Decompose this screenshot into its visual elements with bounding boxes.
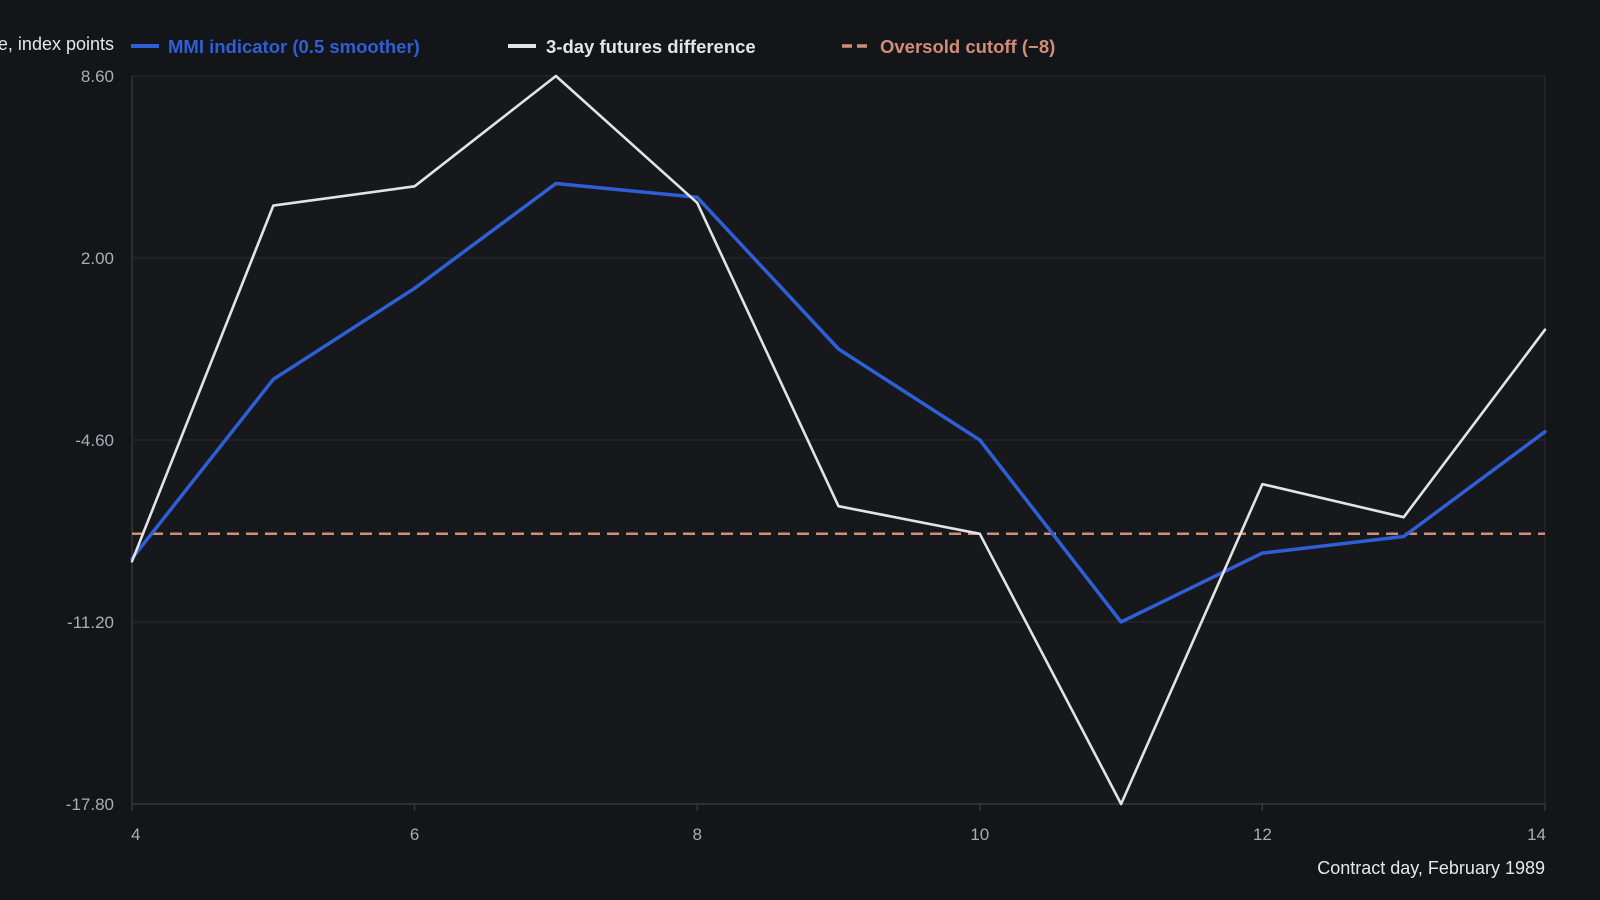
legend-item-futures: 3-day futures difference — [508, 36, 756, 57]
x-tick-label: 10 — [970, 825, 989, 844]
y-tick-labels: 8.60 2.00 -4.60 -11.20 -17.80 — [66, 67, 114, 814]
x-tick-label: 4 — [131, 825, 140, 844]
y-tick-label: -17.80 — [66, 795, 114, 814]
legend-label-mmi: MMI indicator (0.5 smoother) — [168, 36, 420, 57]
x-tick-labels: 4 6 8 10 12 14 — [131, 804, 1546, 844]
y-tick-label: -4.60 — [75, 431, 114, 450]
y-tick-label: 2.00 — [81, 249, 114, 268]
futures-difference-line — [130, 74, 1547, 806]
legend: MMI indicator (0.5 smoother) 3-day futur… — [131, 36, 1055, 57]
y-tick-label: -11.20 — [67, 613, 114, 632]
legend-label-cutoff: Oversold cutoff (−8) — [880, 36, 1055, 57]
x-tick-label: 12 — [1253, 825, 1272, 844]
x-axis-label: Contract day, February 1989 — [1317, 858, 1545, 878]
y-axis-label: Change, index points — [0, 34, 114, 54]
y-tick-label: 8.60 — [81, 67, 114, 86]
legend-item-cutoff: Oversold cutoff (−8) — [842, 36, 1055, 57]
x-tick-label: 6 — [410, 825, 419, 844]
legend-label-futures: 3-day futures difference — [546, 36, 756, 57]
x-tick-label: 14 — [1527, 825, 1546, 844]
legend-item-mmi: MMI indicator (0.5 smoother) — [131, 36, 420, 57]
x-tick-label: 8 — [692, 825, 701, 844]
axes — [131, 76, 1545, 805]
series-group — [130, 74, 1547, 806]
mmi-indicator-line — [130, 181, 1547, 624]
